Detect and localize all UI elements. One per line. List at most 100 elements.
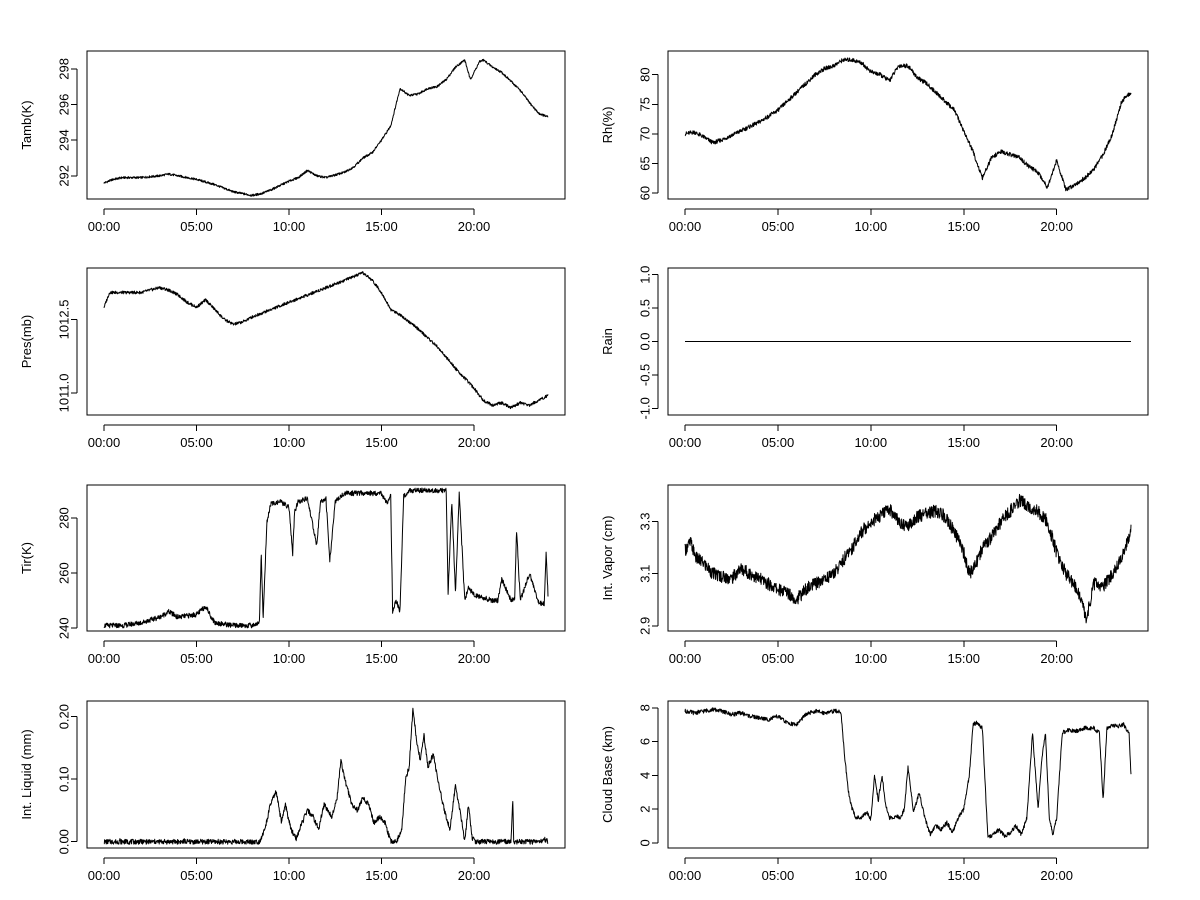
- x-tick-label: 00:00: [88, 868, 121, 883]
- x-tick-label: 20:00: [1040, 219, 1073, 234]
- y-axis-label: Cloud Base (km): [600, 726, 615, 823]
- y-tick-label: -0.5: [637, 364, 652, 386]
- y-tick-label: 60: [637, 186, 652, 200]
- y-tick-label: 2: [637, 806, 652, 813]
- y-axis-label: Rh(%): [600, 107, 615, 144]
- x-tick-label: 10:00: [273, 868, 306, 883]
- y-tick-label: 3.3: [637, 512, 652, 530]
- x-tick-label: 00:00: [669, 651, 702, 666]
- x-tick-label: 20:00: [458, 651, 491, 666]
- y-axis-label: Pres(mb): [19, 315, 34, 368]
- y-axis-label: Rain: [600, 328, 615, 355]
- panel-4: 00:00 05:00 10:00 15:00 20:00 -1.0 -0.5 0.0 0.5 1…: [600, 266, 1149, 450]
- y-tick-label: 1011.0: [56, 374, 71, 413]
- y-tick-label: 260: [56, 562, 71, 584]
- x-tick-label: 10:00: [855, 651, 888, 666]
- x-tick-label: 15:00: [365, 219, 398, 234]
- x-tick-label: 15:00: [947, 868, 980, 883]
- y-tick-label: 296: [56, 94, 71, 116]
- y-axis-label: Tir(K): [19, 542, 34, 574]
- y-tick-label: 0.5: [637, 299, 652, 317]
- series-line-1: [103, 271, 549, 410]
- x-tick-label: 10:00: [855, 219, 888, 234]
- x-tick-label: 20:00: [1040, 651, 1073, 666]
- y-tick-label: 75: [637, 97, 652, 111]
- y-tick-label: 80: [637, 67, 652, 81]
- x-tick-label: 20:00: [1040, 868, 1073, 883]
- x-tick-label: 20:00: [458, 868, 491, 883]
- y-axis-label: Tamb(K): [19, 100, 34, 149]
- x-tick-label: 15:00: [365, 651, 398, 666]
- panel-7: 00:00 05:00 10:00 15:00 20:00 0.00 0.10 0.20 Int…: [19, 700, 566, 883]
- x-tick-label: 05:00: [762, 651, 795, 666]
- series-line-1: [103, 58, 549, 197]
- plot-frame: [86, 700, 566, 849]
- x-tick-label: 00:00: [88, 219, 121, 234]
- panel-8: 00:00 05:00 10:00 15:00 20:00 0 2 4 6 8 Cloud Base…: [600, 700, 1149, 883]
- plot-frame: [667, 267, 1149, 416]
- y-tick-label: 1012.5: [56, 300, 71, 340]
- x-tick-label: 05:00: [762, 868, 795, 883]
- plot-frame: [86, 267, 566, 416]
- y-tick-label: 2.9: [637, 617, 652, 635]
- x-tick-label: 15:00: [947, 219, 980, 234]
- plot-frame: [667, 484, 1149, 632]
- x-tick-label: 15:00: [947, 651, 980, 666]
- x-tick-label: 15:00: [365, 868, 398, 883]
- x-tick-label: 20:00: [458, 435, 491, 450]
- plot-frame: [667, 700, 1149, 849]
- y-tick-label: 294: [56, 129, 71, 151]
- plot-frame: [86, 484, 566, 632]
- y-tick-label: 240: [56, 617, 71, 639]
- y-tick-label: 0.00: [56, 829, 71, 854]
- x-tick-label: 05:00: [180, 651, 213, 666]
- x-tick-label: 10:00: [273, 219, 306, 234]
- x-tick-label: 00:00: [669, 219, 702, 234]
- y-tick-label: 298: [56, 58, 71, 80]
- y-tick-label: 1.0: [637, 266, 652, 284]
- x-tick-label: 10:00: [273, 651, 306, 666]
- panel-5: 00:00 05:00 10:00 15:00 20:00 240 260 280 Tir(K): [19, 484, 566, 666]
- x-tick-label: 10:00: [273, 435, 306, 450]
- x-tick-label: 10:00: [855, 868, 888, 883]
- y-tick-label: 292: [56, 165, 71, 187]
- y-tick-label: -1.0: [637, 397, 652, 419]
- x-tick-label: 20:00: [1040, 435, 1073, 450]
- x-tick-label: 05:00: [180, 868, 213, 883]
- series-line-1: [103, 707, 549, 845]
- y-tick-label: 0.10: [56, 767, 71, 792]
- x-tick-label: 05:00: [762, 219, 795, 234]
- x-tick-label: 00:00: [669, 868, 702, 883]
- y-tick-label: 0: [637, 839, 652, 846]
- x-tick-label: 00:00: [669, 435, 702, 450]
- x-tick-label: 05:00: [180, 219, 213, 234]
- panel-2: 00:00 05:00 10:00 15:00 20:00 60 65 70 75 80 Rh(%): [600, 50, 1149, 234]
- y-tick-label: 65: [637, 156, 652, 170]
- x-tick-label: 15:00: [947, 435, 980, 450]
- y-axis-label: Int. Vapor (cm): [600, 515, 615, 600]
- y-tick-label: 70: [637, 127, 652, 141]
- y-tick-label: 0.20: [56, 704, 71, 729]
- series-line-1: [103, 487, 549, 629]
- y-axis-label: Int. Liquid (mm): [19, 729, 34, 819]
- series-line-1: [684, 707, 1132, 839]
- y-tick-label: 8: [637, 704, 652, 711]
- plot-frame: [86, 50, 566, 200]
- x-tick-label: 10:00: [855, 435, 888, 450]
- y-tick-label: 6: [637, 738, 652, 745]
- y-tick-label: 280: [56, 507, 71, 529]
- x-tick-label: 00:00: [88, 435, 121, 450]
- x-tick-label: 20:00: [458, 219, 491, 234]
- y-tick-label: 0.0: [637, 332, 652, 350]
- y-tick-label: 3.1: [637, 565, 652, 583]
- x-tick-label: 00:00: [88, 651, 121, 666]
- y-tick-label: 4: [637, 772, 652, 779]
- panel-3: 00:00 05:00 10:00 15:00 20:00 1011.0 1012.5 Pre…: [19, 267, 566, 450]
- series-line-1: [684, 493, 1132, 624]
- x-tick-label: 05:00: [762, 435, 795, 450]
- panel-1: 00:00 05:00 10:00 15:00 20:00 292 294 296 298 Tam…: [19, 50, 566, 234]
- x-tick-label: 05:00: [180, 435, 213, 450]
- plot-frame: [667, 50, 1149, 200]
- x-tick-label: 15:00: [365, 435, 398, 450]
